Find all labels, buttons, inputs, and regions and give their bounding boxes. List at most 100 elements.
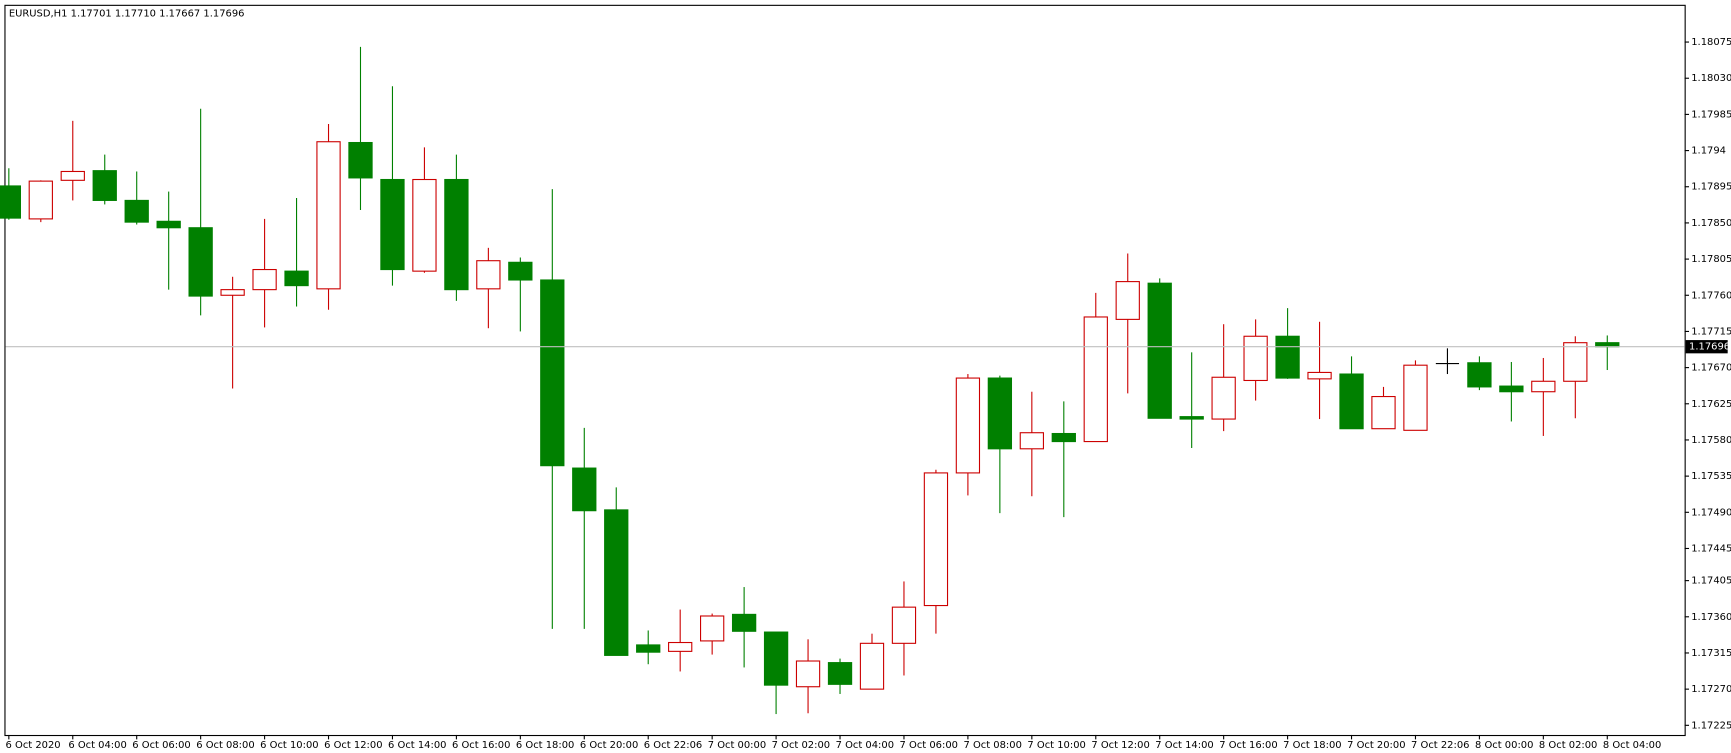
candle-body (0, 185, 21, 219)
y-tick-label: 1.17670 (1691, 363, 1731, 374)
candle-body (1115, 281, 1140, 320)
candle-body (1019, 432, 1044, 450)
candle-body (1339, 373, 1364, 430)
x-tick-label: 6 Oct 08:00 (196, 740, 254, 751)
candle-body (28, 180, 53, 220)
x-tick-label: 7 Oct 04:00 (836, 740, 894, 751)
x-tick-label: 7 Oct 12:00 (1091, 740, 1149, 751)
candle-body (156, 220, 181, 229)
candle-body (1499, 385, 1524, 393)
x-tick-label: 6 Oct 16:00 (452, 740, 510, 751)
y-tick-label: 1.17625 (1691, 399, 1731, 410)
candle-body (124, 199, 149, 223)
last-price-box (1685, 340, 1728, 354)
candle-body (316, 141, 341, 290)
y-tick-label: 1.17445 (1691, 543, 1731, 554)
candle-body (1467, 362, 1492, 388)
candle-body (795, 660, 821, 688)
candle-body (668, 641, 693, 652)
x-tick-label: 8 Oct 02:00 (1539, 740, 1597, 751)
x-tick-label: 7 Oct 16:00 (1219, 740, 1277, 751)
x-tick-label: 6 Oct 2020 (6, 740, 61, 751)
x-tick-label: 6 Oct 04:00 (68, 740, 126, 751)
candle-body (1243, 335, 1268, 382)
y-tick-label: 1.18075 (1691, 37, 1731, 48)
candle-body (220, 289, 245, 296)
y-tick-label: 1.17405 (1691, 576, 1731, 587)
candle-body (1371, 395, 1396, 430)
candle-body (1403, 364, 1428, 431)
candle-body (572, 467, 597, 512)
last-price-label: 1.17696 (1689, 342, 1730, 353)
y-tick-label: 1.18030 (1691, 73, 1731, 84)
x-tick-label: 7 Oct 00:00 (708, 740, 766, 751)
y-tick-label: 1.17760 (1691, 290, 1731, 301)
x-tick-label: 7 Oct 08:00 (963, 740, 1021, 751)
candle-body (1147, 282, 1172, 419)
x-tick-label: 6 Oct 12:00 (324, 740, 382, 751)
y-tick-label: 1.1794 (1691, 146, 1726, 157)
candle-body (1307, 371, 1332, 380)
x-tick-label: 7 Oct 20:00 (1347, 740, 1405, 751)
candle-body (1595, 342, 1620, 348)
y-tick-label: 1.17850 (1691, 218, 1731, 229)
plot-frame (4, 4, 1686, 737)
y-tick-label: 1.17490 (1691, 507, 1731, 518)
candle-body (412, 178, 437, 272)
x-tick-label: 6 Oct 18:00 (516, 740, 574, 751)
y-tick-label: 1.17805 (1691, 254, 1731, 265)
candle-body (188, 227, 213, 297)
candle-body (763, 631, 789, 686)
candle-body (540, 279, 565, 467)
y-tick-label: 1.17715 (1691, 326, 1731, 337)
candle-body (380, 178, 405, 271)
x-tick-label: 6 Oct 20:00 (580, 740, 638, 751)
candle-body (891, 606, 917, 644)
candle-body (1051, 432, 1076, 443)
candle-body (348, 141, 373, 179)
candle-body (92, 170, 117, 201)
x-tick-label: 8 Oct 00:00 (1475, 740, 1533, 751)
candle-body (987, 377, 1013, 450)
x-tick-label: 7 Oct 18:00 (1283, 740, 1341, 751)
candle-body (1083, 316, 1108, 443)
x-tick-label: 8 Oct 04:00 (1603, 740, 1661, 751)
candle-body (252, 268, 277, 291)
y-tick-label: 1.17985 (1691, 109, 1731, 120)
candle-body (508, 261, 533, 281)
x-tick-label: 6 Oct 22:06 (644, 740, 702, 751)
x-tick-label: 7 Oct 06:00 (900, 740, 958, 751)
y-tick-label: 1.17360 (1691, 612, 1731, 623)
x-tick-label: 6 Oct 06:00 (132, 740, 190, 751)
candle-body (60, 170, 85, 181)
candle-body (1563, 342, 1588, 382)
candle-body (1179, 416, 1204, 420)
x-tick-label: 7 Oct 10:00 (1027, 740, 1085, 751)
candle-body (604, 509, 629, 656)
candle-body (923, 472, 949, 607)
candle-body (476, 260, 501, 290)
y-tick-label: 1.17270 (1691, 684, 1731, 695)
candle-body (827, 662, 853, 685)
y-tick-label: 1.17895 (1691, 182, 1731, 193)
candle-body (731, 613, 757, 632)
y-tick-label: 1.17535 (1691, 471, 1731, 482)
candle-body (1275, 335, 1300, 379)
x-tick-label: 6 Oct 10:00 (260, 740, 318, 751)
y-tick-label: 1.17580 (1691, 435, 1731, 446)
x-tick-label: 7 Oct 02:00 (772, 740, 830, 751)
x-tick-label: 6 Oct 14:00 (388, 740, 446, 751)
candle-body (1531, 380, 1556, 393)
candle-body (444, 178, 469, 291)
candle-body (955, 377, 981, 474)
candle-body (636, 644, 661, 653)
y-tick-label: 1.17225 (1691, 720, 1731, 731)
x-tick-label: 7 Oct 22:06 (1411, 740, 1469, 751)
candle-body (700, 615, 725, 642)
candle-body (1211, 376, 1236, 420)
chart-title: EURUSD,H1 1.17701 1.17710 1.17667 1.1769… (9, 9, 245, 20)
x-tick-label: 7 Oct 14:00 (1155, 740, 1213, 751)
